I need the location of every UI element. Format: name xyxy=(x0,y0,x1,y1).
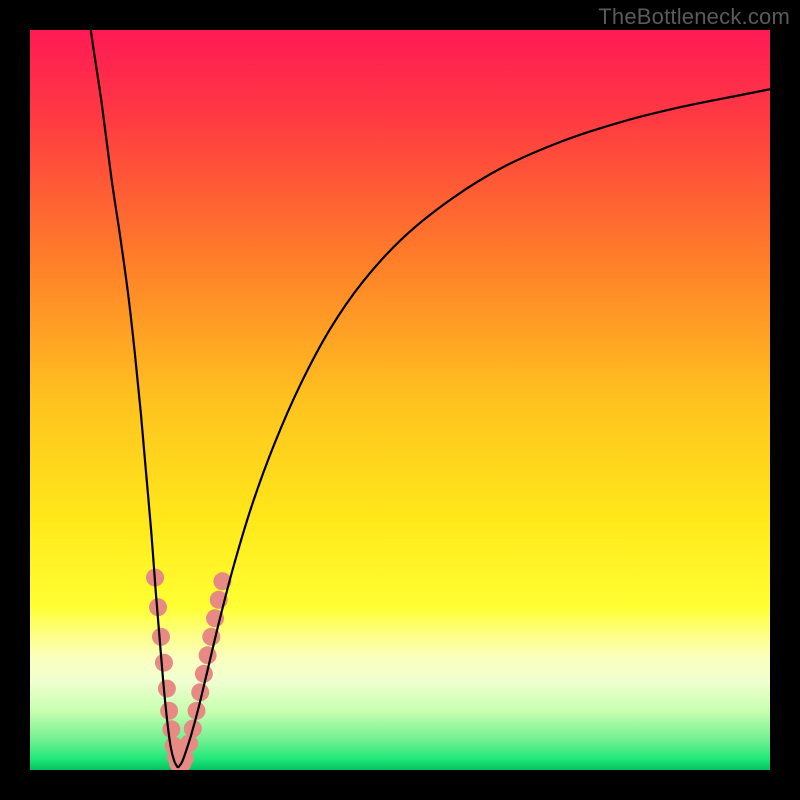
plot-svg xyxy=(30,30,770,770)
plot-area xyxy=(30,30,770,770)
marker-point xyxy=(160,702,178,720)
watermark-text: TheBottleneck.com xyxy=(598,4,790,30)
marker-point xyxy=(158,680,176,698)
marker-point xyxy=(199,646,217,664)
marker-point xyxy=(195,665,213,683)
chart-frame: TheBottleneck.com xyxy=(0,0,800,800)
marker-point xyxy=(162,720,180,738)
plot-background xyxy=(30,30,770,770)
marker-point xyxy=(155,654,173,672)
